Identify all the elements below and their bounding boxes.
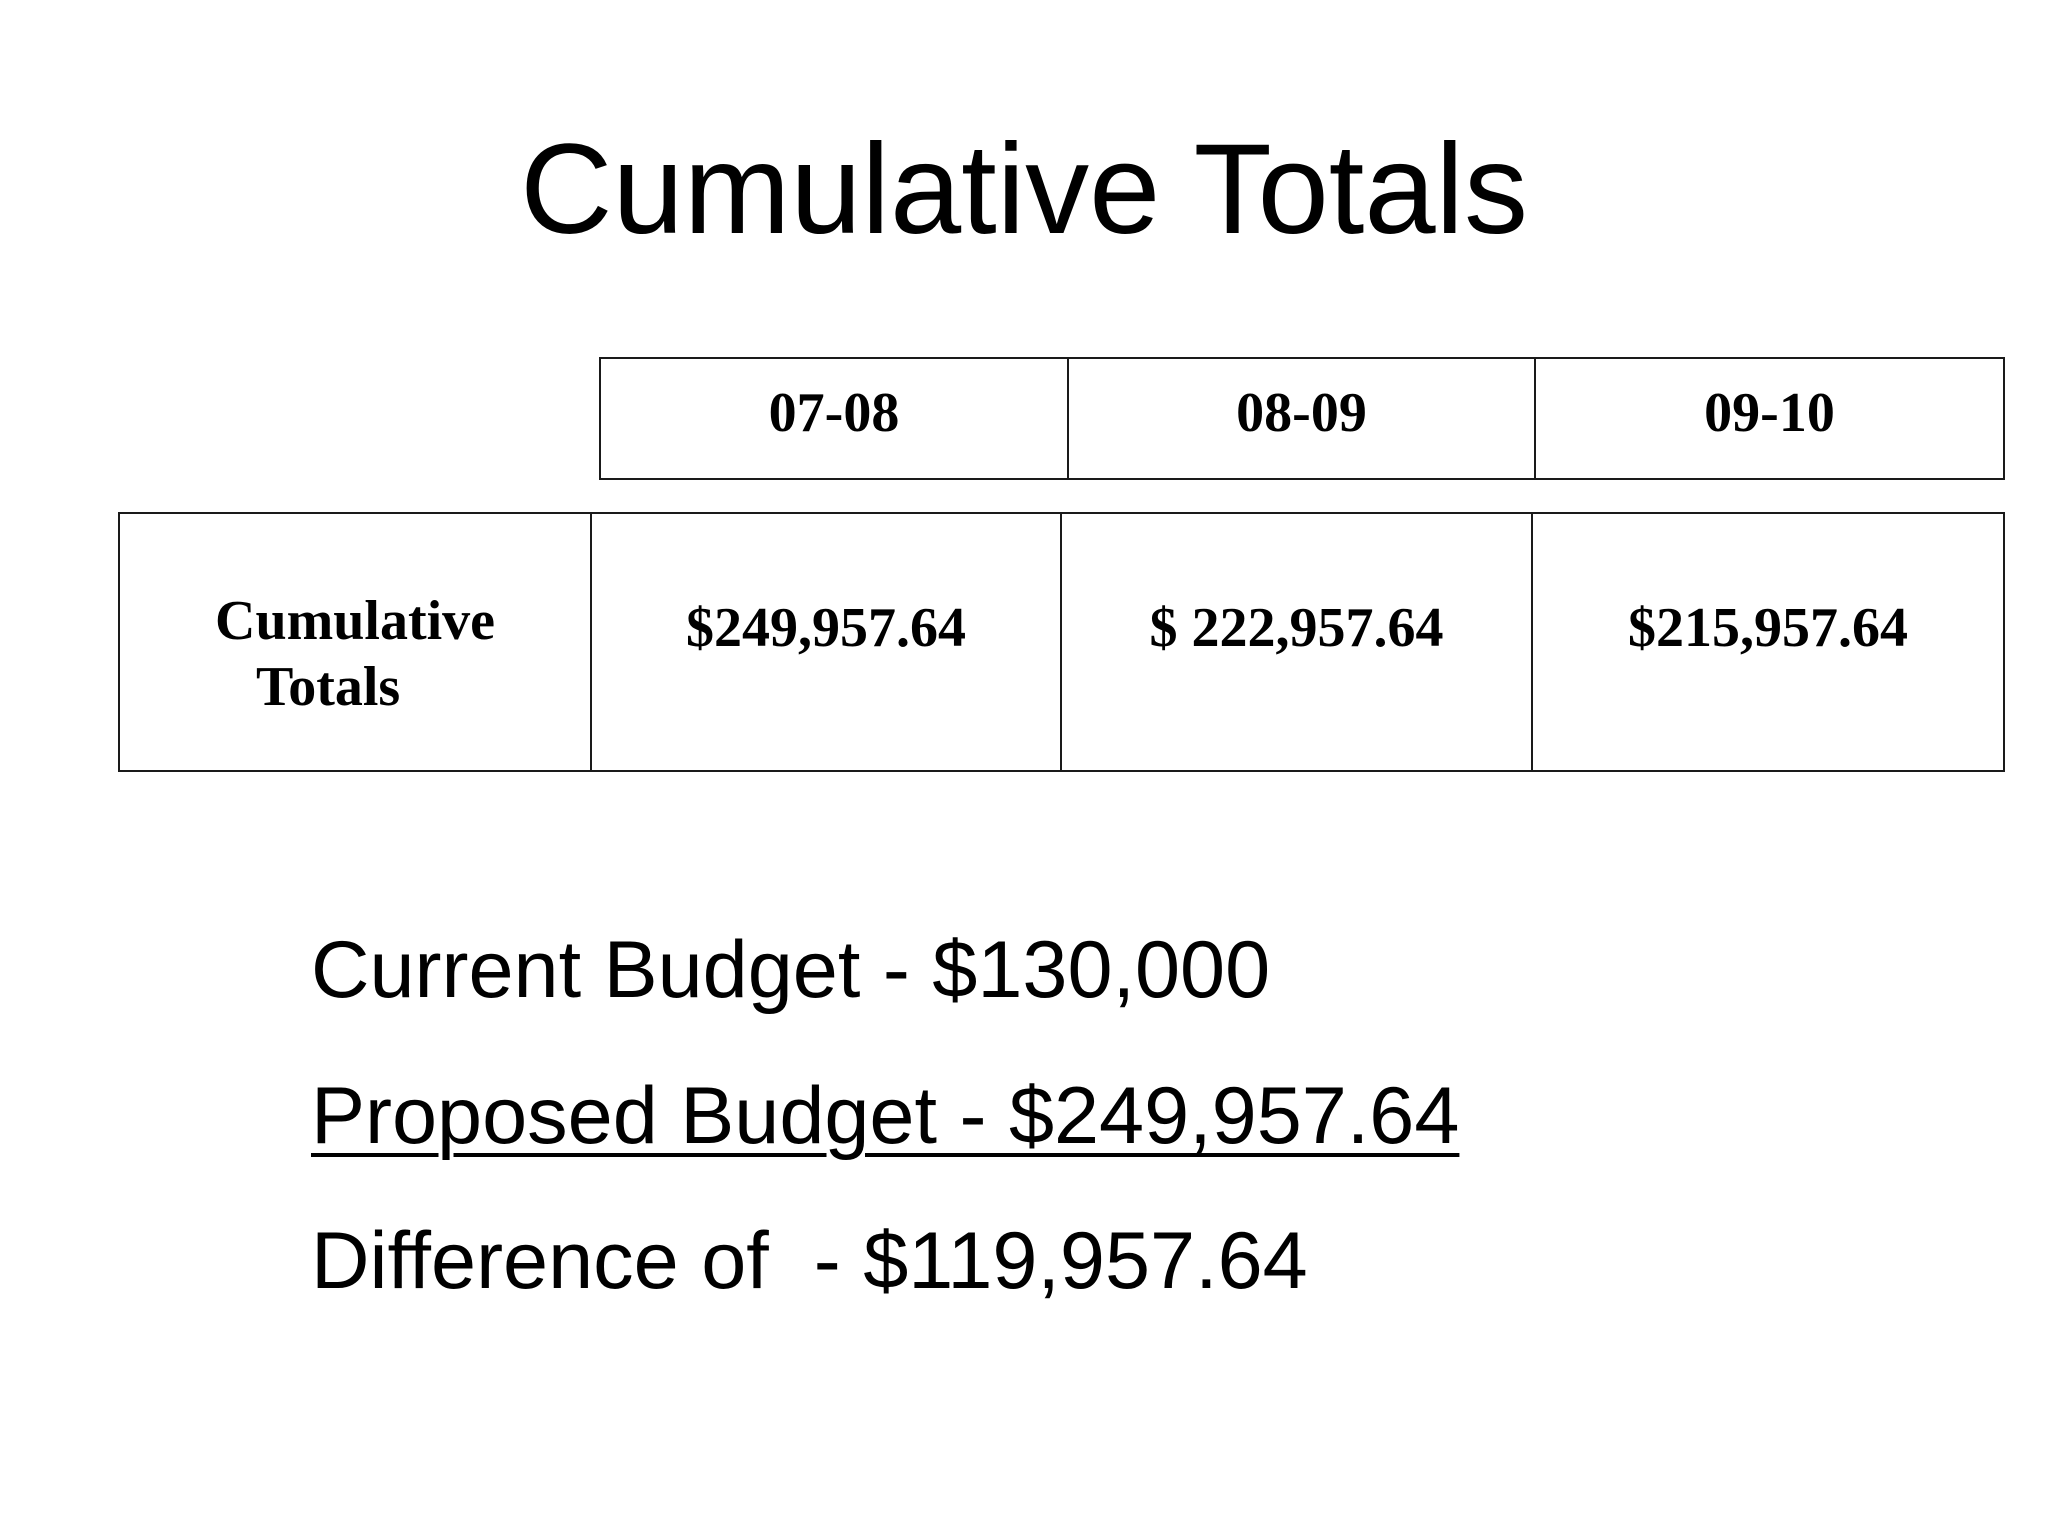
- column-header-07-08: 07-08: [599, 357, 1069, 480]
- value-08-09: $ 222,957.64: [1149, 597, 1444, 659]
- value-cell-07-08: $249,957.64: [590, 512, 1062, 772]
- row-label: Cumulative Totals: [215, 590, 495, 718]
- difference-line: Difference of - $119,957.64: [311, 1216, 1308, 1306]
- value-cell-09-10: $215,957.64: [1531, 512, 2005, 772]
- column-header-09-10: 09-10: [1534, 357, 2005, 480]
- value-09-10: $215,957.64: [1628, 597, 1908, 659]
- value-07-08: $249,957.64: [686, 597, 966, 659]
- proposed-budget-line: Proposed Budget - $249,957.64: [311, 1071, 1460, 1161]
- column-header-08-09: 08-09: [1067, 357, 1536, 480]
- value-cell-08-09: $ 222,957.64: [1060, 512, 1533, 772]
- row-label-cell: Cumulative Totals: [118, 512, 592, 772]
- current-budget-line: Current Budget - $130,000: [311, 925, 1271, 1015]
- slide-title: Cumulative Totals: [520, 118, 1528, 261]
